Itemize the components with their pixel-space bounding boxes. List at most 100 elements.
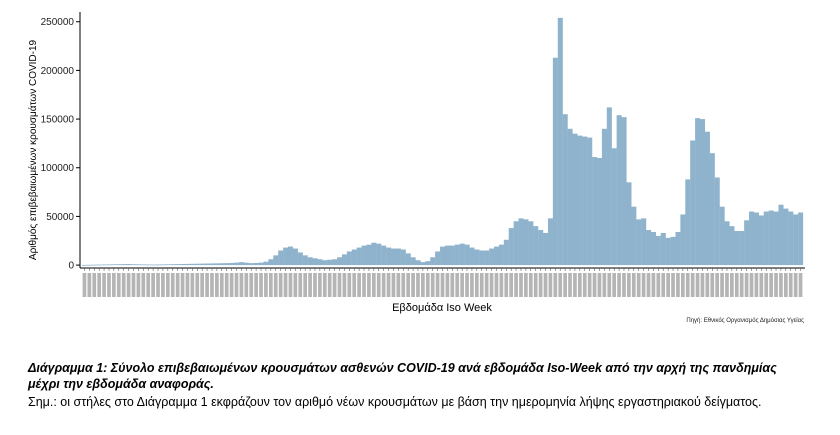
bar (175, 264, 181, 266)
bar (185, 263, 191, 266)
bar (489, 248, 495, 266)
bar (469, 247, 475, 266)
bar (538, 230, 544, 266)
x-tick-label (180, 273, 185, 297)
bar (180, 264, 186, 266)
bar (474, 249, 480, 266)
bar (753, 212, 759, 266)
bar (655, 235, 661, 266)
x-tick-label (695, 273, 700, 297)
x-tick-label (685, 273, 690, 297)
x-tick-label (131, 273, 136, 297)
bar (724, 221, 730, 266)
bar (410, 257, 416, 266)
bar (685, 179, 691, 266)
x-tick-label (710, 273, 715, 297)
bar (768, 210, 774, 266)
x-tick-label (680, 273, 685, 297)
x-tick-label (156, 273, 160, 297)
bar (170, 264, 176, 266)
figure-caption: Διάγραμμα 1: Σύνολο επιβεβαιωμένων κρουσ… (28, 360, 808, 410)
bar (351, 249, 357, 266)
bar (273, 255, 279, 266)
bar (111, 264, 117, 266)
x-tick-label (484, 273, 489, 297)
x-tick-label (288, 273, 293, 297)
x-tick-label (592, 273, 597, 297)
x-tick-label (553, 273, 558, 297)
x-axis-ticks (82, 268, 803, 297)
x-tick-label (239, 273, 244, 297)
x-tick-label (205, 273, 209, 297)
x-tick-label (730, 273, 734, 297)
x-tick-label (273, 273, 278, 297)
bar (268, 259, 274, 266)
x-tick-label (97, 273, 102, 297)
x-tick-label (112, 273, 116, 297)
bar (773, 211, 779, 266)
x-tick-label (283, 273, 288, 297)
bar (194, 263, 200, 266)
x-tick-label (646, 273, 651, 297)
bar (430, 257, 436, 266)
x-tick-label (622, 273, 626, 297)
x-tick-label (219, 273, 224, 297)
x-tick-label (264, 273, 268, 297)
x-tick-label (631, 273, 636, 297)
x-tick-label (298, 273, 303, 297)
x-tick-label (548, 273, 553, 297)
x-tick-label (533, 273, 538, 297)
x-tick-label (381, 273, 386, 297)
y-axis-label: Αριθμός επιβεβαιωμένων κρουσμάτων COVID-… (27, 39, 39, 260)
bar (199, 263, 205, 266)
bar (405, 253, 411, 266)
x-tick-label (474, 273, 479, 297)
x-tick-label (528, 273, 533, 297)
bar (288, 246, 294, 266)
x-tick-label (416, 273, 420, 297)
bar (744, 220, 750, 266)
x-tick-label (749, 273, 754, 297)
bar (248, 263, 254, 266)
bar (425, 261, 431, 266)
x-tick-label (558, 273, 563, 297)
bar (533, 226, 539, 266)
x-tick-label (249, 273, 254, 297)
bar (449, 245, 455, 266)
bar (243, 262, 249, 266)
bar (518, 218, 524, 266)
bar (224, 263, 230, 266)
x-tick-label (327, 273, 332, 297)
x-tick-label (92, 273, 97, 297)
x-tick-label (798, 273, 803, 297)
bar (592, 157, 598, 266)
bar (567, 128, 573, 266)
bar (126, 264, 132, 266)
x-tick-label (445, 273, 450, 297)
bar (700, 119, 706, 266)
x-tick-label (126, 273, 131, 297)
bar (341, 254, 347, 266)
bar (400, 249, 406, 266)
x-tick-label (563, 273, 567, 297)
bar (214, 263, 220, 266)
x-tick-label (627, 273, 631, 297)
x-tick-label (440, 273, 445, 297)
bar (459, 243, 465, 266)
bar (376, 243, 382, 266)
bar (704, 131, 710, 266)
y-tick-label: 100000 (41, 163, 75, 174)
bar (346, 251, 352, 266)
x-tick-label (519, 273, 523, 297)
x-tick-label (332, 273, 337, 297)
x-tick-label (406, 273, 411, 297)
bar (660, 232, 666, 266)
bar (101, 264, 107, 266)
x-tick-label (774, 273, 778, 297)
bar (297, 252, 303, 266)
bar (763, 211, 769, 266)
x-tick-label (759, 273, 764, 297)
x-tick-label (322, 273, 327, 297)
x-tick-label (504, 273, 509, 297)
x-tick-label (391, 273, 396, 297)
